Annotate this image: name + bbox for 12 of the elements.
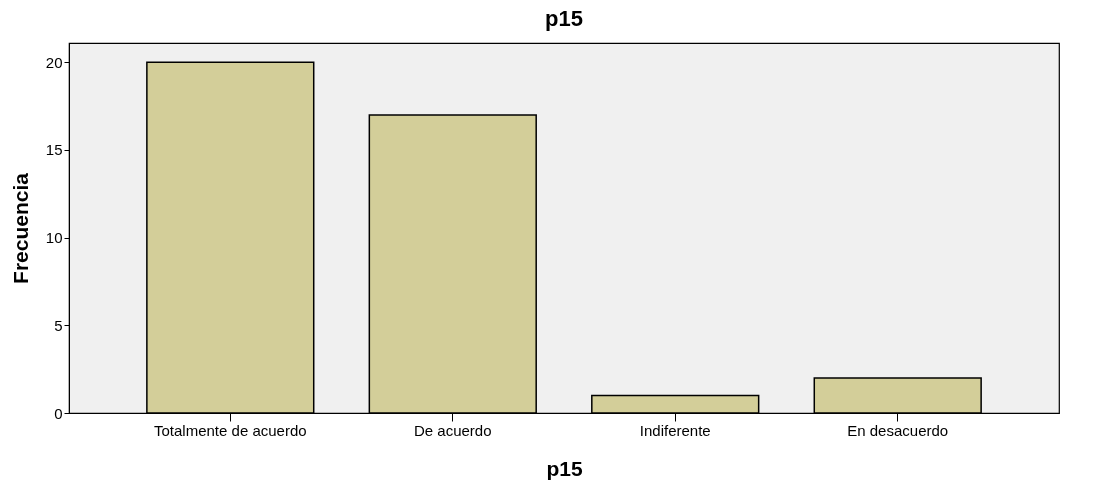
y-axis-title: Frecuencia — [8, 172, 32, 284]
x-tick-label: Indiferente — [639, 421, 711, 439]
y-tick-label: 0 — [54, 404, 63, 422]
x-tick-label: De acuerdo — [413, 421, 492, 439]
chart-title: p15 — [545, 6, 583, 31]
y-tick-label: 20 — [45, 53, 63, 71]
x-axis-title: p15 — [546, 456, 583, 480]
y-tick-label: 15 — [45, 141, 63, 159]
x-tick-label: En desacuerdo — [847, 421, 949, 439]
x-tick-label: Totalmente de acuerdo — [153, 421, 307, 439]
y-tick-label: 10 — [45, 229, 63, 247]
y-tick-label: 5 — [54, 316, 63, 334]
